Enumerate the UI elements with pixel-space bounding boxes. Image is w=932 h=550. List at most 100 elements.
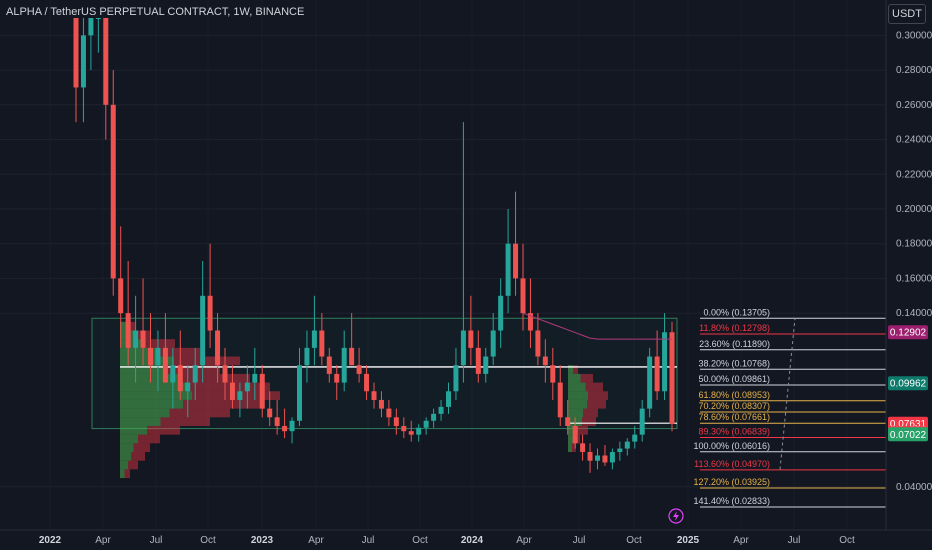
profile-bar-sell	[588, 391, 608, 400]
candle-body	[565, 417, 571, 426]
candle-body	[207, 295, 213, 331]
profile-bar-sell	[582, 417, 596, 426]
profile-bar-sell	[187, 382, 270, 392]
candle-body	[356, 365, 362, 374]
profile-bar-sell	[138, 434, 160, 444]
profile-bar-sell	[583, 408, 598, 418]
profile-bar-sell	[573, 365, 578, 374]
candle-body	[490, 330, 496, 357]
candle-body	[162, 347, 168, 383]
candle-body	[259, 373, 265, 409]
candle-body	[416, 427, 422, 435]
candle-body	[535, 330, 541, 357]
price-tag-label: 0.12902	[890, 328, 927, 339]
x-tick-label: 2025	[677, 535, 700, 546]
candle-body	[602, 455, 608, 463]
fib-level-label: 23.60% (0.11890)	[699, 339, 770, 349]
profile-bar-sell	[174, 356, 240, 366]
x-tick-label: Apr	[308, 535, 324, 546]
lightning-icon[interactable]	[668, 508, 684, 524]
profile-bar-buy	[568, 434, 574, 444]
x-tick-label: 2023	[251, 535, 274, 546]
candle-body	[468, 330, 474, 348]
candle-body	[133, 330, 139, 348]
x-tick-label: Apr	[95, 535, 111, 546]
profile-bar-buy	[120, 417, 161, 426]
fib-level-label: 100.00% (0.06016)	[693, 441, 770, 451]
candle-body	[311, 330, 317, 348]
y-tick-label: 0.30000	[896, 30, 932, 41]
x-tick-label: Oct	[412, 535, 428, 546]
x-tick-label: Oct	[839, 535, 855, 546]
y-tick-label: 0.22000	[896, 169, 932, 180]
candle-body	[654, 356, 660, 392]
fib-level-label: 78.60% (0.07661)	[698, 412, 770, 422]
price-tag-label: 0.07022	[890, 430, 927, 441]
x-tick-label: Oct	[200, 535, 216, 546]
profile-bar-buy	[120, 391, 192, 400]
profile-bar-buy	[120, 321, 127, 331]
candle-body	[446, 391, 451, 407]
price-tag-bg	[888, 376, 928, 391]
price-tag: 0.09962	[888, 376, 928, 391]
candle-body	[624, 441, 630, 449]
x-tick-label: Jul	[150, 535, 163, 546]
candle-body	[95, 18, 101, 19]
candle-body	[80, 35, 86, 88]
candle-body	[267, 408, 273, 418]
profile-bar-buy	[120, 460, 129, 470]
x-tick-label: Jul	[362, 535, 375, 546]
profile-bar-buy	[120, 425, 147, 435]
profile-bar-buy	[120, 347, 156, 357]
candlestick-series	[73, 18, 675, 473]
fib-level-label: 113.60% (0.04970)	[694, 459, 770, 469]
candle-body	[371, 391, 377, 400]
y-tick-label: 0.04000	[896, 482, 932, 493]
candle-body	[609, 452, 615, 463]
grid-lines	[0, 34, 886, 488]
candle-body	[289, 420, 295, 432]
fib-level-label: 61.80% (0.08953)	[698, 390, 770, 400]
currency-button[interactable]: USDT	[888, 4, 926, 24]
candle-body	[475, 347, 481, 374]
candle-body	[110, 104, 116, 279]
price-tag-label: 0.09962	[890, 379, 927, 390]
price-tag: 0.12902	[888, 325, 928, 340]
candle-body	[408, 431, 414, 435]
profile-bar-sell	[183, 399, 260, 409]
candle-body	[215, 330, 221, 366]
candle-body	[639, 408, 645, 435]
candle-body	[513, 243, 519, 279]
moving-average-line	[522, 312, 672, 340]
profile-bar-buy	[568, 382, 586, 392]
candle-body	[118, 278, 124, 314]
profile-bar-buy	[120, 452, 132, 461]
fib-level-label: 127.20% (0.03925)	[693, 477, 770, 487]
candle-body	[334, 373, 340, 383]
candle-body	[148, 347, 153, 366]
candle-body	[587, 452, 593, 461]
profile-bar-sell	[587, 399, 606, 409]
profile-bar-buy	[120, 469, 125, 479]
profile-bar-sell	[131, 452, 145, 461]
candle-body	[73, 18, 79, 88]
candle-body	[297, 365, 302, 421]
candle-body	[438, 406, 444, 414]
fibonacci-retracement: 0.00% (0.13705) 11.80% (0.12798) 23.60% (0…	[693, 307, 886, 508]
candle-body	[282, 425, 288, 432]
profile-bar-buy	[120, 365, 165, 374]
profile-bar-buy	[120, 399, 183, 409]
profile-bar-buy	[568, 408, 583, 418]
price-tag: 0.07022	[888, 427, 928, 442]
x-tick-label: Apr	[733, 535, 749, 546]
fib-level-label: 0.00% (0.13705)	[703, 307, 770, 317]
profile-bar-buy	[568, 391, 588, 400]
profile-bar-sell	[133, 443, 150, 453]
fib-level-label: 50.00% (0.09861)	[698, 374, 770, 384]
candle-body	[386, 408, 392, 418]
profile-bar-buy	[120, 408, 170, 418]
y-tick-label: 0.24000	[896, 135, 932, 146]
fib-level-label: 141.40% (0.02833)	[693, 496, 770, 506]
